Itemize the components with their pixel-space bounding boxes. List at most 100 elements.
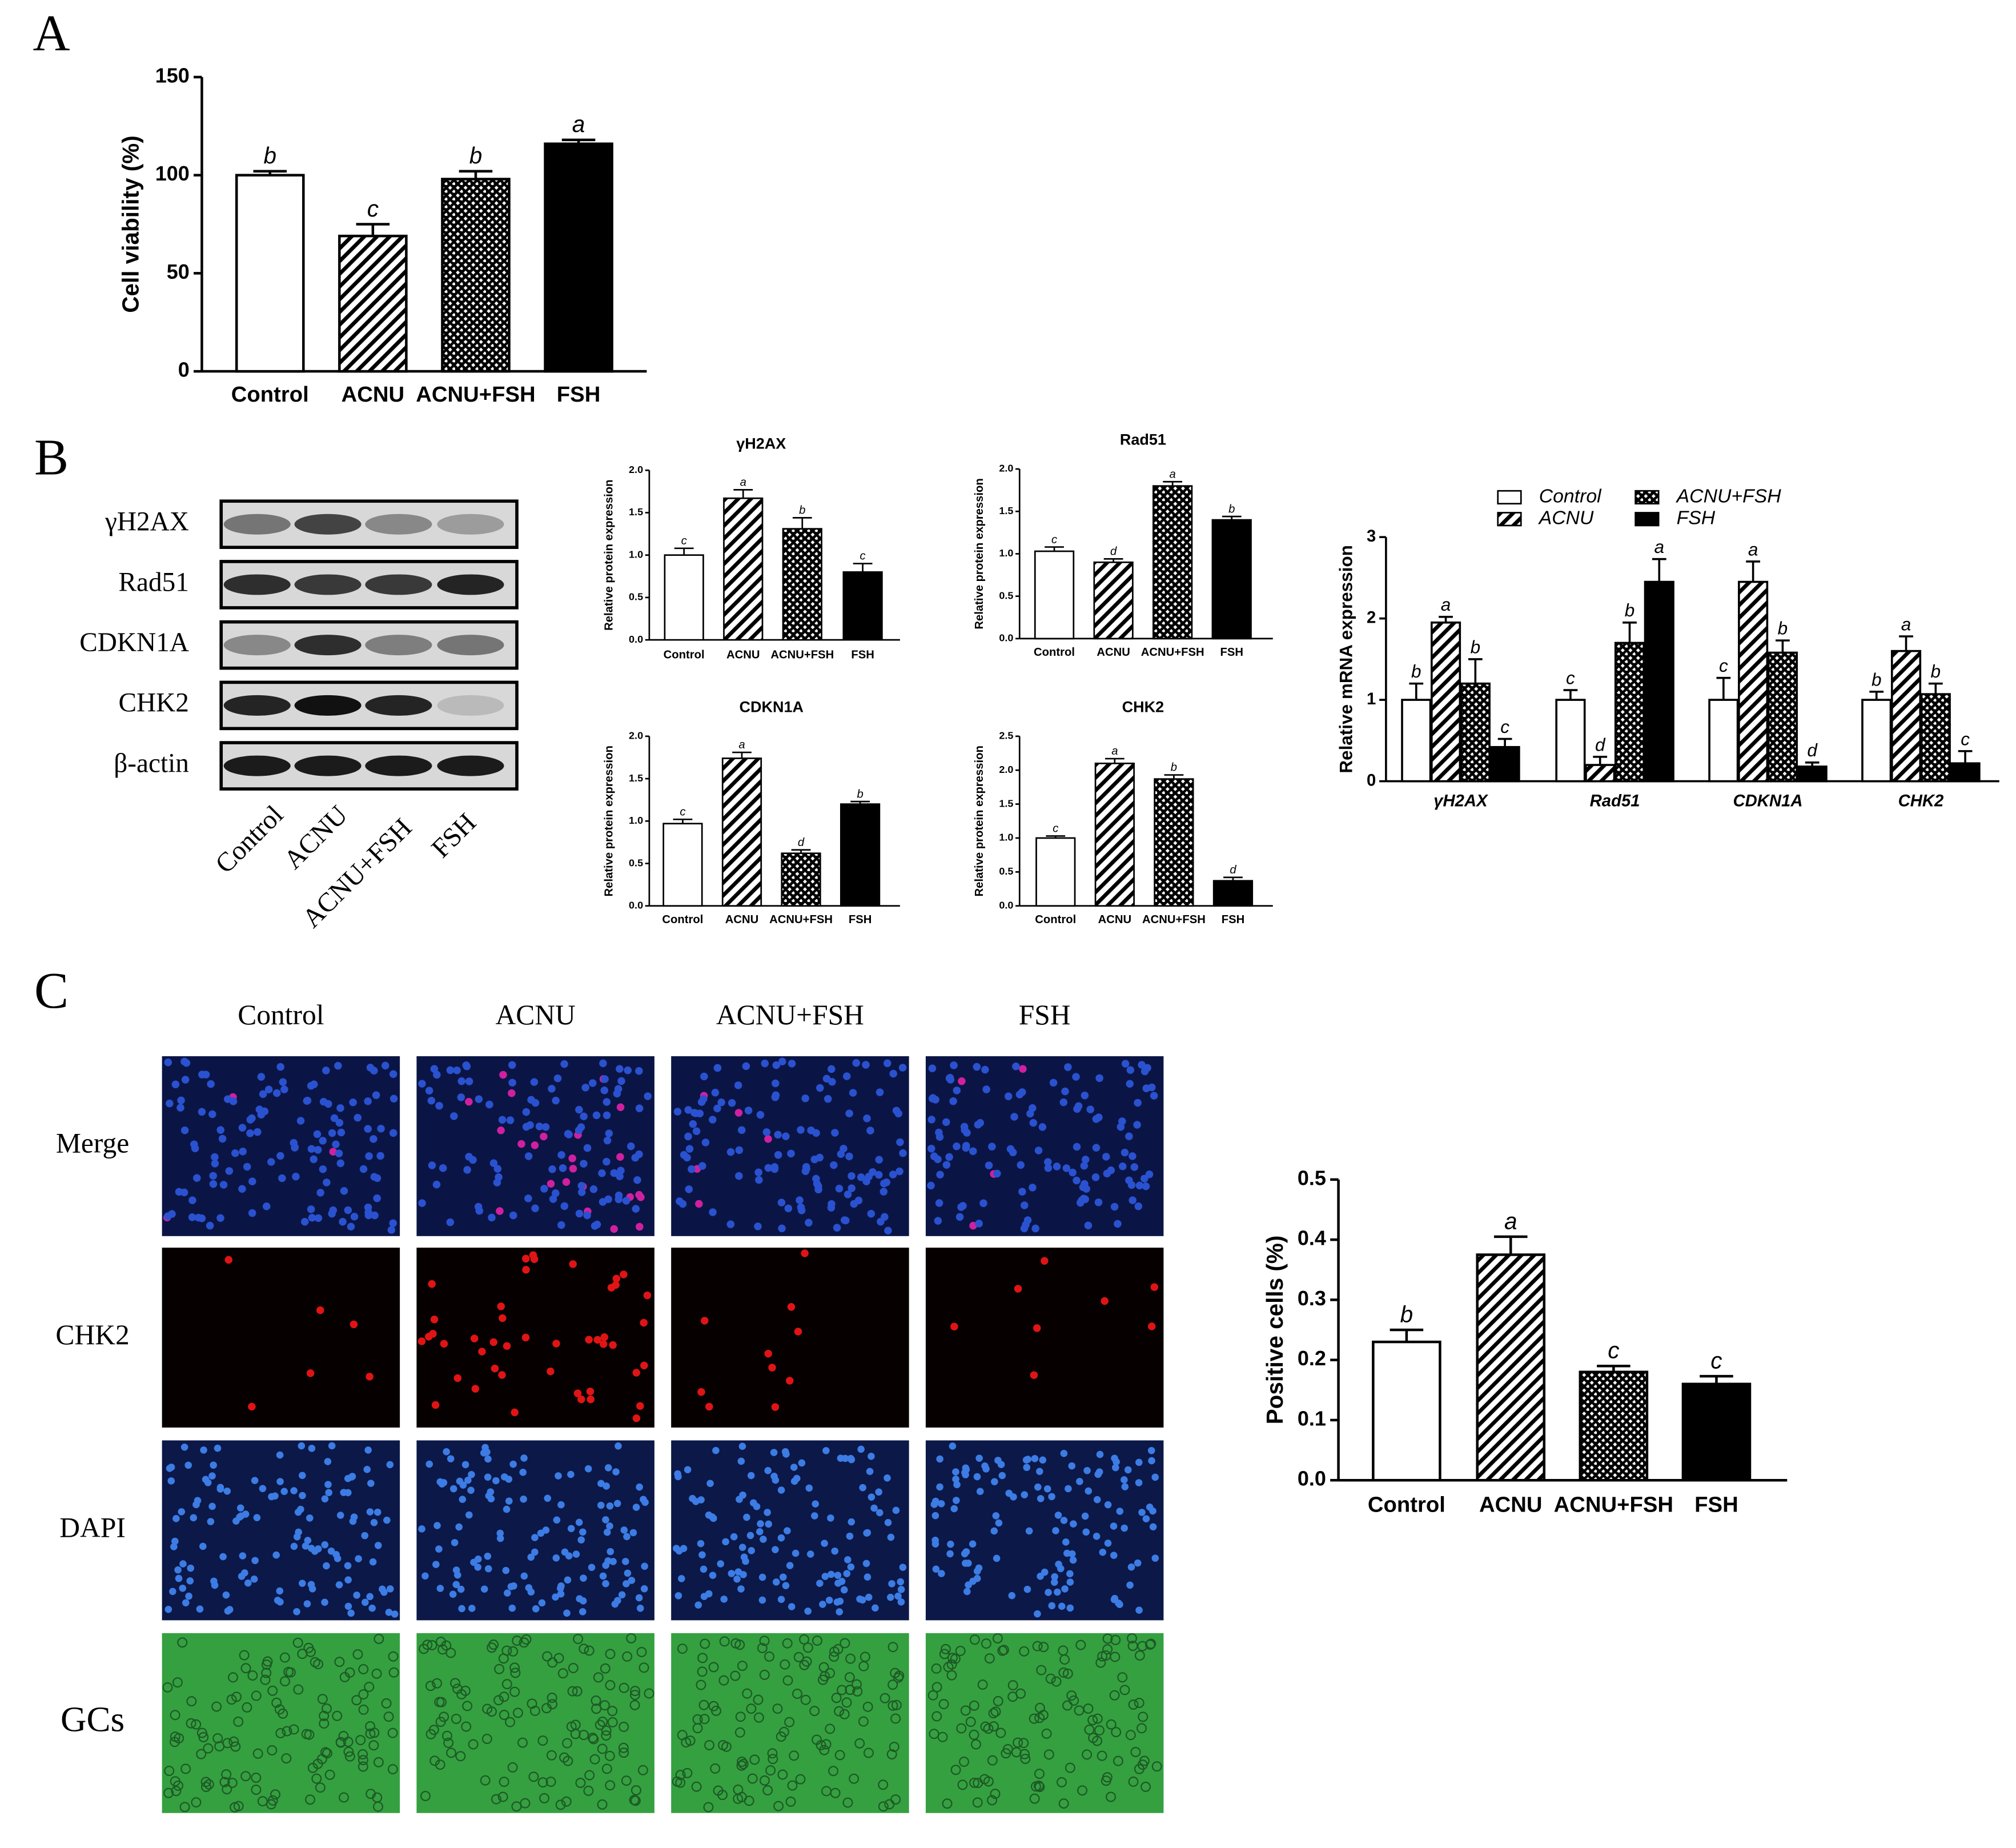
significance-letter: a: [1654, 536, 1665, 557]
cell: [857, 1445, 865, 1453]
cell: [1023, 1585, 1031, 1593]
cell: [511, 1801, 522, 1812]
cell: [246, 1129, 254, 1137]
cell: [981, 1462, 989, 1470]
cell: [804, 1608, 812, 1615]
cell: [243, 1162, 251, 1171]
bar: [1920, 693, 1951, 783]
blot-band: [365, 635, 432, 656]
blot-band: [365, 695, 432, 716]
cell: [212, 1733, 223, 1743]
cell: [387, 1764, 398, 1775]
cell: [418, 1199, 426, 1207]
cell: [993, 1554, 1001, 1562]
cell: [934, 1155, 942, 1164]
cell: [1070, 1520, 1077, 1528]
x-tick-label: FSH: [1694, 1492, 1738, 1517]
cell: [1102, 1644, 1113, 1655]
cell: [329, 1148, 338, 1156]
cell: [1063, 1549, 1071, 1557]
cell: [180, 1126, 189, 1135]
cell: [643, 1291, 652, 1300]
cell: [821, 1739, 832, 1750]
cell: [579, 1730, 589, 1741]
cell: [701, 1139, 710, 1147]
significance-letter: b: [1400, 1301, 1413, 1327]
significance-letter: a: [740, 476, 746, 489]
cell: [612, 1281, 620, 1289]
cell: [854, 1196, 863, 1205]
cell: [799, 1634, 810, 1645]
cell: [816, 1580, 824, 1587]
cell: [609, 1341, 617, 1349]
cell: [364, 1211, 373, 1220]
cell: [863, 1747, 874, 1758]
cell: [302, 1542, 310, 1550]
cell: [555, 1472, 562, 1480]
cell: [168, 1210, 176, 1218]
column-label: ACNU: [495, 999, 575, 1031]
cell: [496, 1529, 504, 1537]
cell: [754, 1222, 762, 1230]
y-tick-label: 1.0: [999, 832, 1013, 843]
cell: [623, 1580, 630, 1588]
cell: [389, 1219, 397, 1228]
cell: [308, 1213, 316, 1222]
cell: [886, 1749, 897, 1759]
cell: [336, 1104, 344, 1112]
row-label: Merge: [56, 1128, 129, 1159]
cell: [697, 1666, 708, 1677]
cell: [1007, 1691, 1018, 1702]
cell: [388, 1667, 399, 1678]
cell: [831, 1693, 842, 1703]
cell: [198, 1214, 206, 1222]
cell: [1121, 1060, 1130, 1068]
cell: [531, 1204, 539, 1213]
cell: [1077, 1785, 1088, 1796]
cell: [181, 1076, 190, 1084]
cell: [840, 1586, 848, 1594]
y-axis-label: Positive cells (%): [1262, 1236, 1288, 1425]
cell: [439, 1711, 449, 1722]
cell: [460, 1685, 471, 1696]
bar: [1152, 485, 1193, 640]
cell: [764, 1135, 772, 1143]
cell: [231, 1149, 239, 1157]
x-tick-label: CHK2: [1898, 792, 1944, 810]
bar: [1708, 699, 1739, 783]
cell: [560, 1202, 569, 1210]
cell: [617, 1166, 625, 1174]
cell: [868, 1453, 875, 1460]
cell: [1140, 1781, 1151, 1792]
cell: [856, 1595, 864, 1603]
cell: [600, 1333, 609, 1341]
x-tick-label: Control: [662, 913, 703, 926]
cell: [1057, 1565, 1065, 1573]
micrograph: [925, 1633, 1164, 1813]
y-tick-label: 3: [1367, 527, 1376, 546]
cell: [601, 1730, 612, 1741]
cell: [242, 1702, 252, 1713]
cell: [226, 1694, 237, 1705]
cell: [887, 1533, 895, 1541]
cell: [174, 1566, 182, 1574]
blot-band: [437, 635, 504, 656]
cell: [239, 1650, 250, 1661]
cell: [973, 1473, 981, 1481]
cell: [383, 1516, 391, 1524]
cell: [1029, 1184, 1037, 1192]
cell: [979, 1774, 990, 1785]
cell: [876, 1509, 883, 1517]
cell: [589, 1754, 600, 1765]
bar: [1644, 580, 1674, 783]
cell: [461, 1461, 469, 1469]
cell: [736, 1760, 747, 1771]
cell: [1129, 1152, 1136, 1160]
cell: [759, 1669, 770, 1680]
cell: [366, 1508, 374, 1516]
cell: [802, 1165, 810, 1173]
lane-label: ACNU: [278, 800, 354, 875]
cell: [942, 1118, 950, 1127]
cell: [1112, 1464, 1119, 1472]
cell: [698, 1699, 709, 1710]
